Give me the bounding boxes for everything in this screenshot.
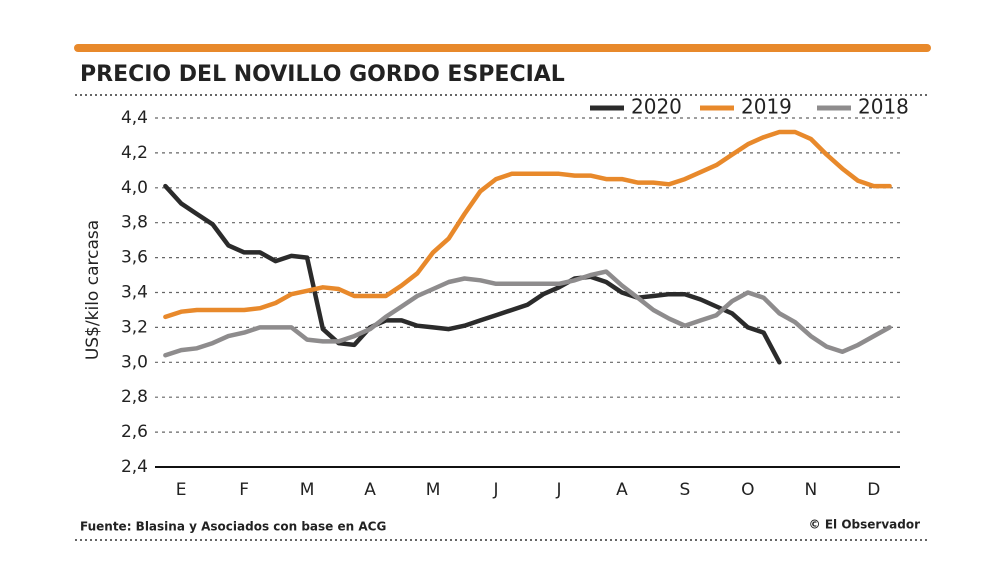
chart-title: PRECIO DEL NOVILLO GORDO ESPECIAL xyxy=(80,62,565,87)
y-tick-label: 4,0 xyxy=(121,178,148,198)
source: Fuente: Blasina y Asociados con base en … xyxy=(80,520,386,534)
x-tick-label: N xyxy=(804,480,817,500)
x-tick-label: J xyxy=(493,480,499,500)
y-tick-label: 3,4 xyxy=(121,283,148,303)
x-tick-label: A xyxy=(364,480,376,500)
legend-label: 2019 xyxy=(741,95,792,119)
y-tick-label: 3,2 xyxy=(121,317,148,337)
x-tick-label: D xyxy=(867,480,880,500)
y-tick-label: 2,6 xyxy=(121,422,148,442)
x-tick-label: J xyxy=(555,480,561,500)
x-tick-label: F xyxy=(239,480,249,500)
y-tick-label: 4,2 xyxy=(121,143,148,163)
y-tick-label: 2,8 xyxy=(121,387,148,407)
legend-label: 2020 xyxy=(631,95,682,119)
y-tick-label: 2,4 xyxy=(121,457,148,477)
x-tick-label: E xyxy=(176,480,187,500)
y-tick-label: 3,0 xyxy=(121,352,148,372)
credit: © El Observador xyxy=(809,518,920,532)
y-axis-label: US$/kilo carcasa xyxy=(83,220,103,360)
series-line xyxy=(163,183,782,365)
y-tick-label: 4,4 xyxy=(121,108,148,128)
legend-label: 2018 xyxy=(858,95,909,119)
x-tick-label: M xyxy=(426,480,441,500)
y-tick-label: 3,8 xyxy=(121,213,148,233)
series-line xyxy=(163,129,892,320)
x-tick-label: M xyxy=(300,480,315,500)
x-tick-label: O xyxy=(741,480,754,500)
series-line xyxy=(163,269,892,358)
y-tick-label: 3,6 xyxy=(121,248,148,268)
x-tick-label: A xyxy=(616,480,628,500)
x-tick-label: S xyxy=(680,480,691,500)
